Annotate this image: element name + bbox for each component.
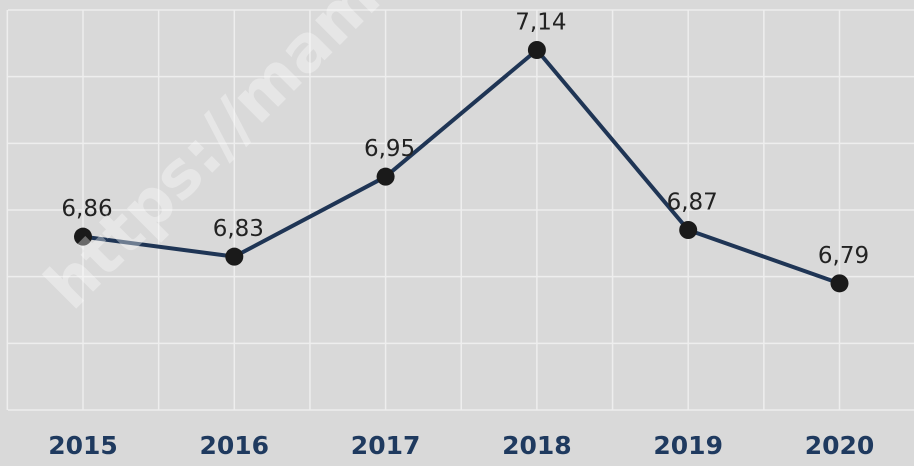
x-tick-label: 2020 <box>805 431 875 460</box>
value-label: 6,83 <box>213 216 264 242</box>
marker <box>376 167 395 186</box>
grid <box>6 9 914 411</box>
plot: 2015 2016 2017 2018 2019 2020 6,86 6,83 6,95 7,14… <box>48 10 874 461</box>
x-tick-label: 2016 <box>200 431 270 460</box>
value-label: 6,95 <box>364 136 415 162</box>
x-tick-label: 2017 <box>351 431 421 460</box>
marker <box>830 274 849 293</box>
x-tick-label: 2015 <box>48 431 118 460</box>
line <box>82 48 841 286</box>
value-label: 6,79 <box>818 243 869 269</box>
marker <box>74 227 92 246</box>
value-label: 7,14 <box>515 10 566 36</box>
marker <box>679 221 698 239</box>
marker <box>225 247 244 266</box>
x-tick-label: 2018 <box>502 431 572 460</box>
value-label: 6,87 <box>667 190 718 216</box>
value-label: 6,86 <box>61 196 112 222</box>
marker <box>527 41 546 59</box>
x-tick-label: 2019 <box>653 431 723 460</box>
